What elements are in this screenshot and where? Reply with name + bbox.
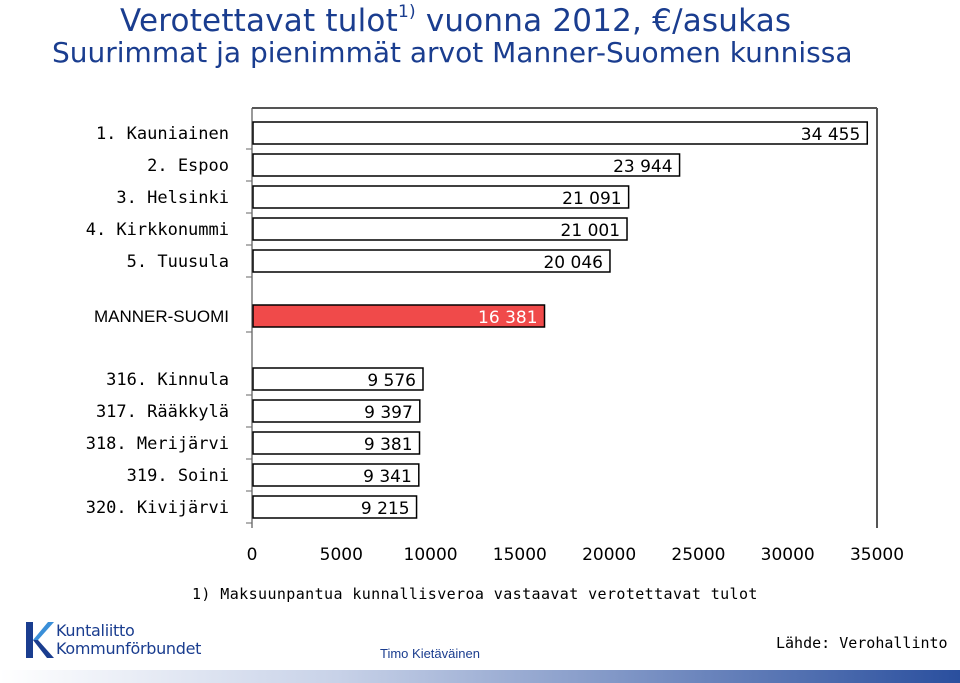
bar-top [252, 249, 611, 273]
source: Lähde: Verohallinto [776, 634, 948, 652]
bottom-decoration-bar [0, 670, 960, 683]
bar-value-label: 9 381 [364, 435, 413, 455]
bar-value-label: 21 001 [561, 221, 620, 241]
kuntaliitto-logo: Kuntaliitto Kommunförbundet [22, 620, 202, 664]
logo-line-2: Kommunförbundet [56, 639, 202, 658]
bar-top [252, 217, 628, 241]
bar-top [252, 121, 869, 145]
category-label: 3. Helsinki [116, 188, 229, 208]
category-label: 5. Tuusula [127, 252, 229, 272]
bar-value-label: 21 091 [562, 189, 621, 209]
bar-top [252, 185, 630, 209]
bar-value-label: 9 397 [364, 403, 413, 423]
category-label: 317. Rääkkylä [96, 402, 229, 422]
bar-value-label: 23 944 [613, 157, 672, 177]
bar-top [252, 153, 681, 177]
x-tick-label: 10000 [404, 545, 458, 565]
bar-average [252, 304, 546, 328]
title-main: Verotettavat tulot [120, 3, 398, 39]
bar-value-label: 16 381 [478, 308, 537, 328]
x-tick-label: 15000 [493, 545, 547, 565]
logo-line-1: Kuntaliitto [56, 621, 135, 640]
x-tick-label: 30000 [761, 545, 815, 565]
category-label: 316. Kinnula [106, 370, 229, 390]
bar-bottom [252, 495, 418, 519]
x-tick-label: 35000 [850, 545, 904, 565]
author: Timo Kietäväinen [380, 646, 480, 661]
chart-subtitle: Suurimmat ja pienimmät arvot Manner-Suom… [52, 36, 853, 69]
bar-value-label: 20 046 [543, 253, 602, 273]
bar-bottom [252, 399, 421, 423]
category-label: 319. Soini [127, 466, 229, 486]
category-label: 2. Espoo [147, 156, 229, 176]
x-tick-label: 20000 [582, 545, 636, 565]
category-label: 1. Kauniainen [96, 124, 229, 144]
chart-title: Verotettavat tulot1) vuonna 2012, €/asuk… [120, 2, 791, 39]
bar-value-label: 9 341 [363, 467, 412, 487]
kuntaliitto-logo-icon [26, 622, 54, 658]
title-footnote-mark: 1) [397, 2, 416, 22]
category-label: 318. Merijärvi [86, 434, 229, 454]
x-tick-label: 25000 [671, 545, 725, 565]
x-tick-label: 0 [247, 545, 258, 565]
category-label: 4. Kirkkonummi [86, 220, 229, 240]
bar-bottom [252, 463, 420, 487]
title-rest: vuonna 2012, €/asukas [415, 3, 792, 39]
bar-bottom [252, 367, 424, 391]
category-label: MANNER-SUOMI [94, 307, 229, 326]
bar-value-label: 9 576 [367, 371, 416, 391]
footnote: 1) Maksuunpantua kunnallisveroa vastaava… [192, 585, 758, 603]
x-tick-label: 5000 [320, 545, 363, 565]
category-label: 320. Kivijärvi [86, 498, 229, 518]
bar-bottom [252, 431, 421, 455]
bar-value-label: 34 455 [801, 125, 860, 145]
bar-value-label: 9 215 [361, 499, 410, 519]
